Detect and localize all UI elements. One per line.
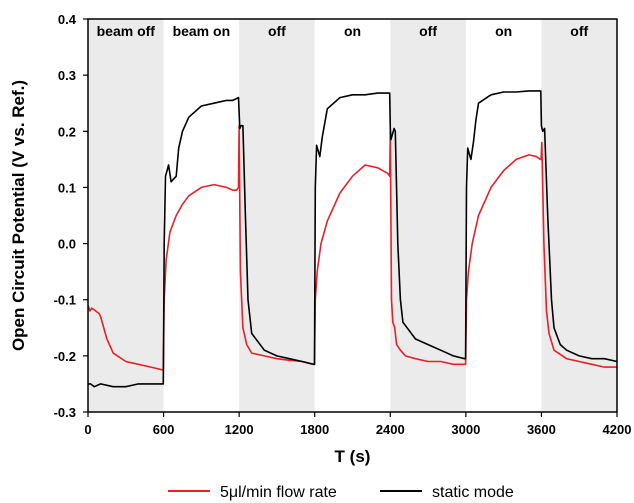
x-tick-label-4: 2400 xyxy=(376,422,405,437)
ticks-layer: 0 600 1200 1800 2400 3000 3600 4200 -0.3 -0.2 -0.1… xyxy=(54,12,632,437)
plot-frame xyxy=(87,18,618,413)
x-tick-label-7: 4200 xyxy=(603,422,632,437)
region-label-0: beam off xyxy=(97,23,156,39)
y-tick-label-7: 0.4 xyxy=(58,12,77,27)
x-axis-title: T (s) xyxy=(335,447,371,466)
y-tick-label-5: 0.2 xyxy=(58,124,76,139)
x-tick-label-6: 3600 xyxy=(527,422,556,437)
region-label-3: on xyxy=(344,23,361,39)
legend: 5μl/min flow rate static mode xyxy=(168,484,514,501)
y-tick-label-6: 0.3 xyxy=(58,68,76,83)
region-label-2: off xyxy=(268,23,286,39)
y-tick-label-4: 0.1 xyxy=(58,180,76,195)
series-line-0 xyxy=(87,124,617,371)
region-label-4: off xyxy=(419,23,437,39)
region-shade-6 xyxy=(541,19,617,412)
y-tick-label-2: -0.1 xyxy=(54,293,76,308)
region-shade-2 xyxy=(239,19,315,412)
region-shading-layer xyxy=(88,19,617,412)
series-line-1 xyxy=(88,90,618,388)
series-layer xyxy=(87,90,618,388)
legend-label-1: static mode xyxy=(432,484,514,501)
y-axis-title: Open Circuit Potential (V vs. Ref.) xyxy=(9,80,28,351)
region-label-6: off xyxy=(570,23,588,39)
y-tick-label-0: -0.3 xyxy=(54,405,76,420)
y-tick-label-1: -0.2 xyxy=(54,349,76,364)
region-label-5: on xyxy=(495,23,512,39)
x-tick-label-0: 0 xyxy=(84,422,91,437)
region-shade-0 xyxy=(88,19,164,412)
region-shade-4 xyxy=(390,19,466,412)
x-tick-label-2: 1200 xyxy=(225,422,254,437)
legend-label-0: 5μl/min flow rate xyxy=(220,484,337,501)
x-tick-label-5: 3000 xyxy=(451,422,480,437)
x-tick-label-3: 1800 xyxy=(300,422,329,437)
y-tick-label-3: 0.0 xyxy=(58,237,76,252)
region-labels-layer: beam off beam on off on off on off xyxy=(97,23,589,39)
x-tick-label-1: 600 xyxy=(153,422,175,437)
region-label-1: beam on xyxy=(173,23,231,39)
